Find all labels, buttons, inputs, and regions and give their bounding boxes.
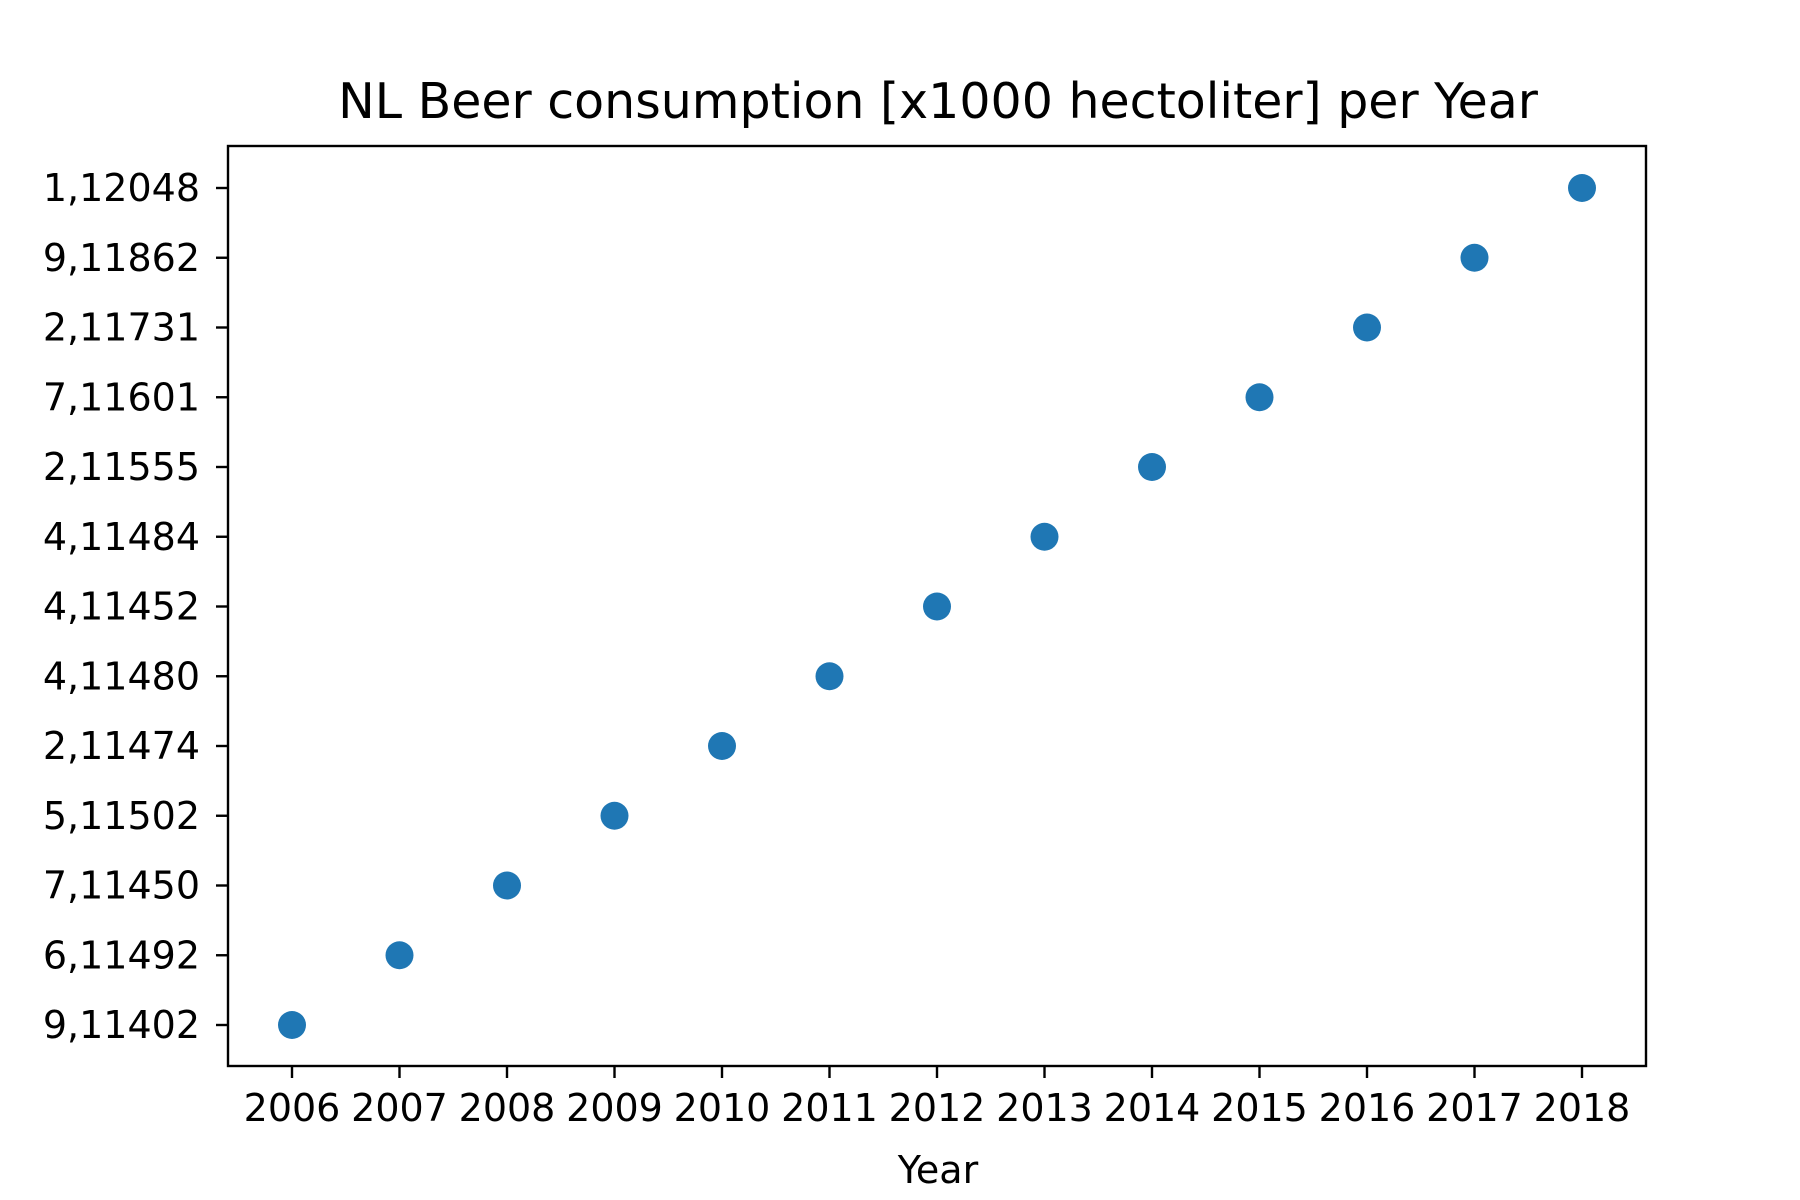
y-tick-label: 4,11452 [43,585,200,629]
x-tick-label: 2013 [996,1086,1093,1130]
x-tick-label: 2010 [674,1086,771,1130]
x-tick-label: 2012 [889,1086,986,1130]
y-tick-label: 7,11601 [43,375,200,419]
x-tick-label: 2016 [1319,1086,1416,1130]
data-point [708,732,736,760]
y-tick-label: 7,11450 [43,864,200,908]
y-tick-label: 6,11492 [43,933,200,977]
x-tick-label: 2006 [244,1086,341,1130]
plot-area: 2006 2007 2008 2009 2010 2011 2012 2013 2014 2015… [43,166,1631,1130]
y-tick-label: 9,11402 [43,1003,200,1047]
data-point [1353,313,1381,342]
data-point [815,662,844,691]
data-point [1568,174,1596,202]
y-tick-label: 4,11484 [43,515,200,559]
x-tick-label: 2014 [1104,1086,1201,1130]
data-point [1138,453,1166,481]
data-point [923,592,951,621]
y-tick-label: 2,11474 [43,724,200,768]
x-tick-label: 2008 [459,1086,556,1130]
x-tick-label: 2011 [781,1086,878,1130]
data-point [1245,383,1274,412]
data-point [1030,522,1059,551]
x-tick-label: 2017 [1426,1086,1523,1130]
x-tick-label: 2015 [1211,1086,1308,1130]
y-tick-label: 9,11862 [43,236,200,280]
data-point [278,1011,306,1039]
data-point [385,941,414,970]
y-tick-label: 2,11731 [43,306,200,350]
plot-frame [226,144,1648,1068]
y-tick-label: 5,11502 [43,794,200,838]
x-tick-label: 2018 [1534,1086,1631,1130]
data-point [493,871,521,900]
y-tick-label: 2,11555 [43,445,200,489]
data-point [600,801,629,830]
y-tick-label: 4,11480 [43,654,200,698]
data-point [1460,243,1489,272]
x-axis-label: Year [897,1148,979,1192]
y-tick-label: 1,12048 [43,166,200,210]
x-tick-label: 2007 [351,1086,448,1130]
chart-title: NL Beer consumption [x1000 hectoliter] p… [338,73,1539,130]
x-tick-label: 2009 [566,1086,663,1130]
